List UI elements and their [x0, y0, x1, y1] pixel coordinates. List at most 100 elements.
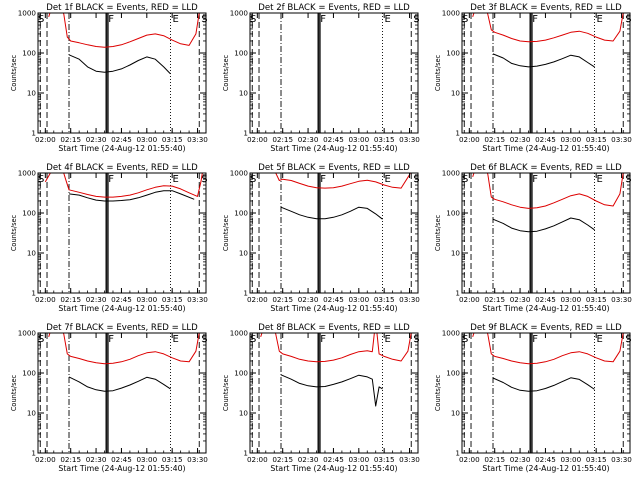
- y-axis-label: Counts/sec: [222, 54, 230, 91]
- y-axis-label: Counts/sec: [10, 54, 18, 91]
- x-axis-label: Start Time (24-Aug-12 01:55:40): [270, 304, 397, 313]
- y-tick-label: 100: [22, 369, 36, 378]
- y-axis-label: Counts/sec: [222, 214, 230, 251]
- x-tick-label: 02:00: [459, 135, 480, 144]
- x-tick-label: 02:15: [484, 295, 505, 304]
- x-tick-label: 02:30: [510, 455, 531, 464]
- region-marker-label: F: [108, 174, 114, 185]
- lld-series-line: [260, 333, 412, 363]
- x-tick-label: 02:30: [86, 295, 107, 304]
- x-tick-label: 02:15: [272, 135, 293, 144]
- x-tick-label: 02:45: [323, 135, 344, 144]
- events-series-line: [280, 206, 383, 220]
- region-marker-label: E: [384, 14, 390, 25]
- axes-frame: [461, 172, 631, 294]
- x-tick-label: 02:15: [60, 135, 81, 144]
- region-marker-label: E: [172, 14, 178, 25]
- x-axis-label: Start Time (24-Aug-12 01:55:40): [482, 304, 609, 313]
- y-tick-label: 100: [446, 49, 460, 58]
- x-axis-label: Start Time (24-Aug-12 01:55:40): [58, 144, 185, 153]
- axes-frame: [249, 12, 419, 134]
- events-series-line: [280, 374, 383, 407]
- x-tick-label: 02:00: [35, 455, 56, 464]
- y-tick-label: 1000: [230, 9, 249, 18]
- x-tick-label: 02:45: [111, 295, 132, 304]
- region-marker-label: F: [320, 14, 326, 25]
- x-tick-label: 03:30: [399, 455, 420, 464]
- x-tick-label: 03:00: [348, 135, 369, 144]
- events-series-line: [492, 53, 595, 68]
- region-marker-label: F: [108, 14, 114, 25]
- events-series-line: [68, 54, 171, 75]
- y-tick-label: 1: [455, 449, 460, 458]
- x-tick-label: 02:30: [298, 295, 319, 304]
- y-tick-label: 100: [446, 369, 460, 378]
- y-tick-label: 1000: [230, 169, 249, 178]
- lld-series-line: [275, 173, 411, 189]
- events-series-line: [68, 376, 171, 392]
- panel-title: Det 7f BLACK = Events, RED = LLD: [46, 323, 198, 333]
- region-marker-label: E: [596, 14, 602, 25]
- y-tick-label: 1000: [442, 9, 461, 18]
- y-axis-label: Counts/sec: [434, 54, 442, 91]
- x-tick-label: 02:45: [323, 295, 344, 304]
- x-tick-label: 02:00: [35, 135, 56, 144]
- x-tick-label: 02:30: [510, 135, 531, 144]
- x-tick-label: 02:45: [111, 135, 132, 144]
- panel-title: Det 5f BLACK = Events, RED = LLD: [258, 163, 410, 173]
- x-tick-label: 03:00: [136, 295, 157, 304]
- axes-frame: [37, 332, 207, 454]
- x-tick-label: 02:15: [484, 135, 505, 144]
- x-tick-label: 03:00: [348, 295, 369, 304]
- y-tick-label: 100: [22, 209, 36, 218]
- axes-frame: [249, 332, 419, 454]
- x-tick-label: 02:45: [535, 295, 556, 304]
- x-tick-label: 03:15: [374, 135, 395, 144]
- y-tick-label: 10: [451, 249, 461, 258]
- region-marker-label: F: [532, 14, 538, 25]
- region-marker-label: S: [462, 334, 468, 345]
- x-tick-label: 02:15: [60, 295, 81, 304]
- region-marker-label: F: [532, 334, 538, 345]
- x-tick-label: 02:00: [459, 295, 480, 304]
- y-tick-label: 10: [239, 409, 249, 418]
- x-axis-label: Start Time (24-Aug-12 01:55:40): [58, 464, 185, 473]
- x-tick-label: 03:15: [586, 455, 607, 464]
- x-tick-label: 03:30: [611, 295, 632, 304]
- y-tick-label: 10: [239, 249, 249, 258]
- y-tick-label: 1: [243, 289, 248, 298]
- panel-title: Det 3f BLACK = Events, RED = LLD: [470, 3, 622, 13]
- x-tick-label: 03:30: [187, 295, 208, 304]
- x-tick-label: 03:30: [399, 135, 420, 144]
- region-marker-label: E: [384, 174, 390, 185]
- y-axis-label: Counts/sec: [10, 214, 18, 251]
- y-tick-label: 10: [27, 89, 37, 98]
- x-tick-label: 02:45: [323, 455, 344, 464]
- events-series-line: [492, 217, 595, 233]
- x-tick-label: 02:15: [272, 455, 293, 464]
- region-marker-label: S: [250, 174, 256, 185]
- x-tick-label: 03:00: [348, 455, 369, 464]
- x-tick-label: 02:15: [484, 455, 505, 464]
- y-tick-label: 100: [22, 49, 36, 58]
- x-tick-label: 02:00: [247, 295, 268, 304]
- region-marker-label: E: [172, 334, 178, 345]
- x-tick-label: 02:30: [298, 135, 319, 144]
- y-tick-label: 1000: [18, 169, 37, 178]
- y-tick-label: 1000: [442, 329, 461, 338]
- panel-title: Det 1f BLACK = Events, RED = LLD: [46, 3, 198, 13]
- region-marker-label: S: [38, 14, 44, 25]
- x-tick-label: 02:00: [35, 295, 56, 304]
- x-tick-label: 03:00: [560, 295, 581, 304]
- lld-series-line: [472, 173, 624, 209]
- lld-series-line: [44, 173, 203, 198]
- y-tick-label: 10: [27, 249, 37, 258]
- y-tick-label: 1000: [18, 9, 37, 18]
